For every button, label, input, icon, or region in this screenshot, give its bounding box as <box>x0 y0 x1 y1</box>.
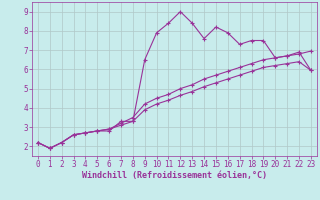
X-axis label: Windchill (Refroidissement éolien,°C): Windchill (Refroidissement éolien,°C) <box>82 171 267 180</box>
